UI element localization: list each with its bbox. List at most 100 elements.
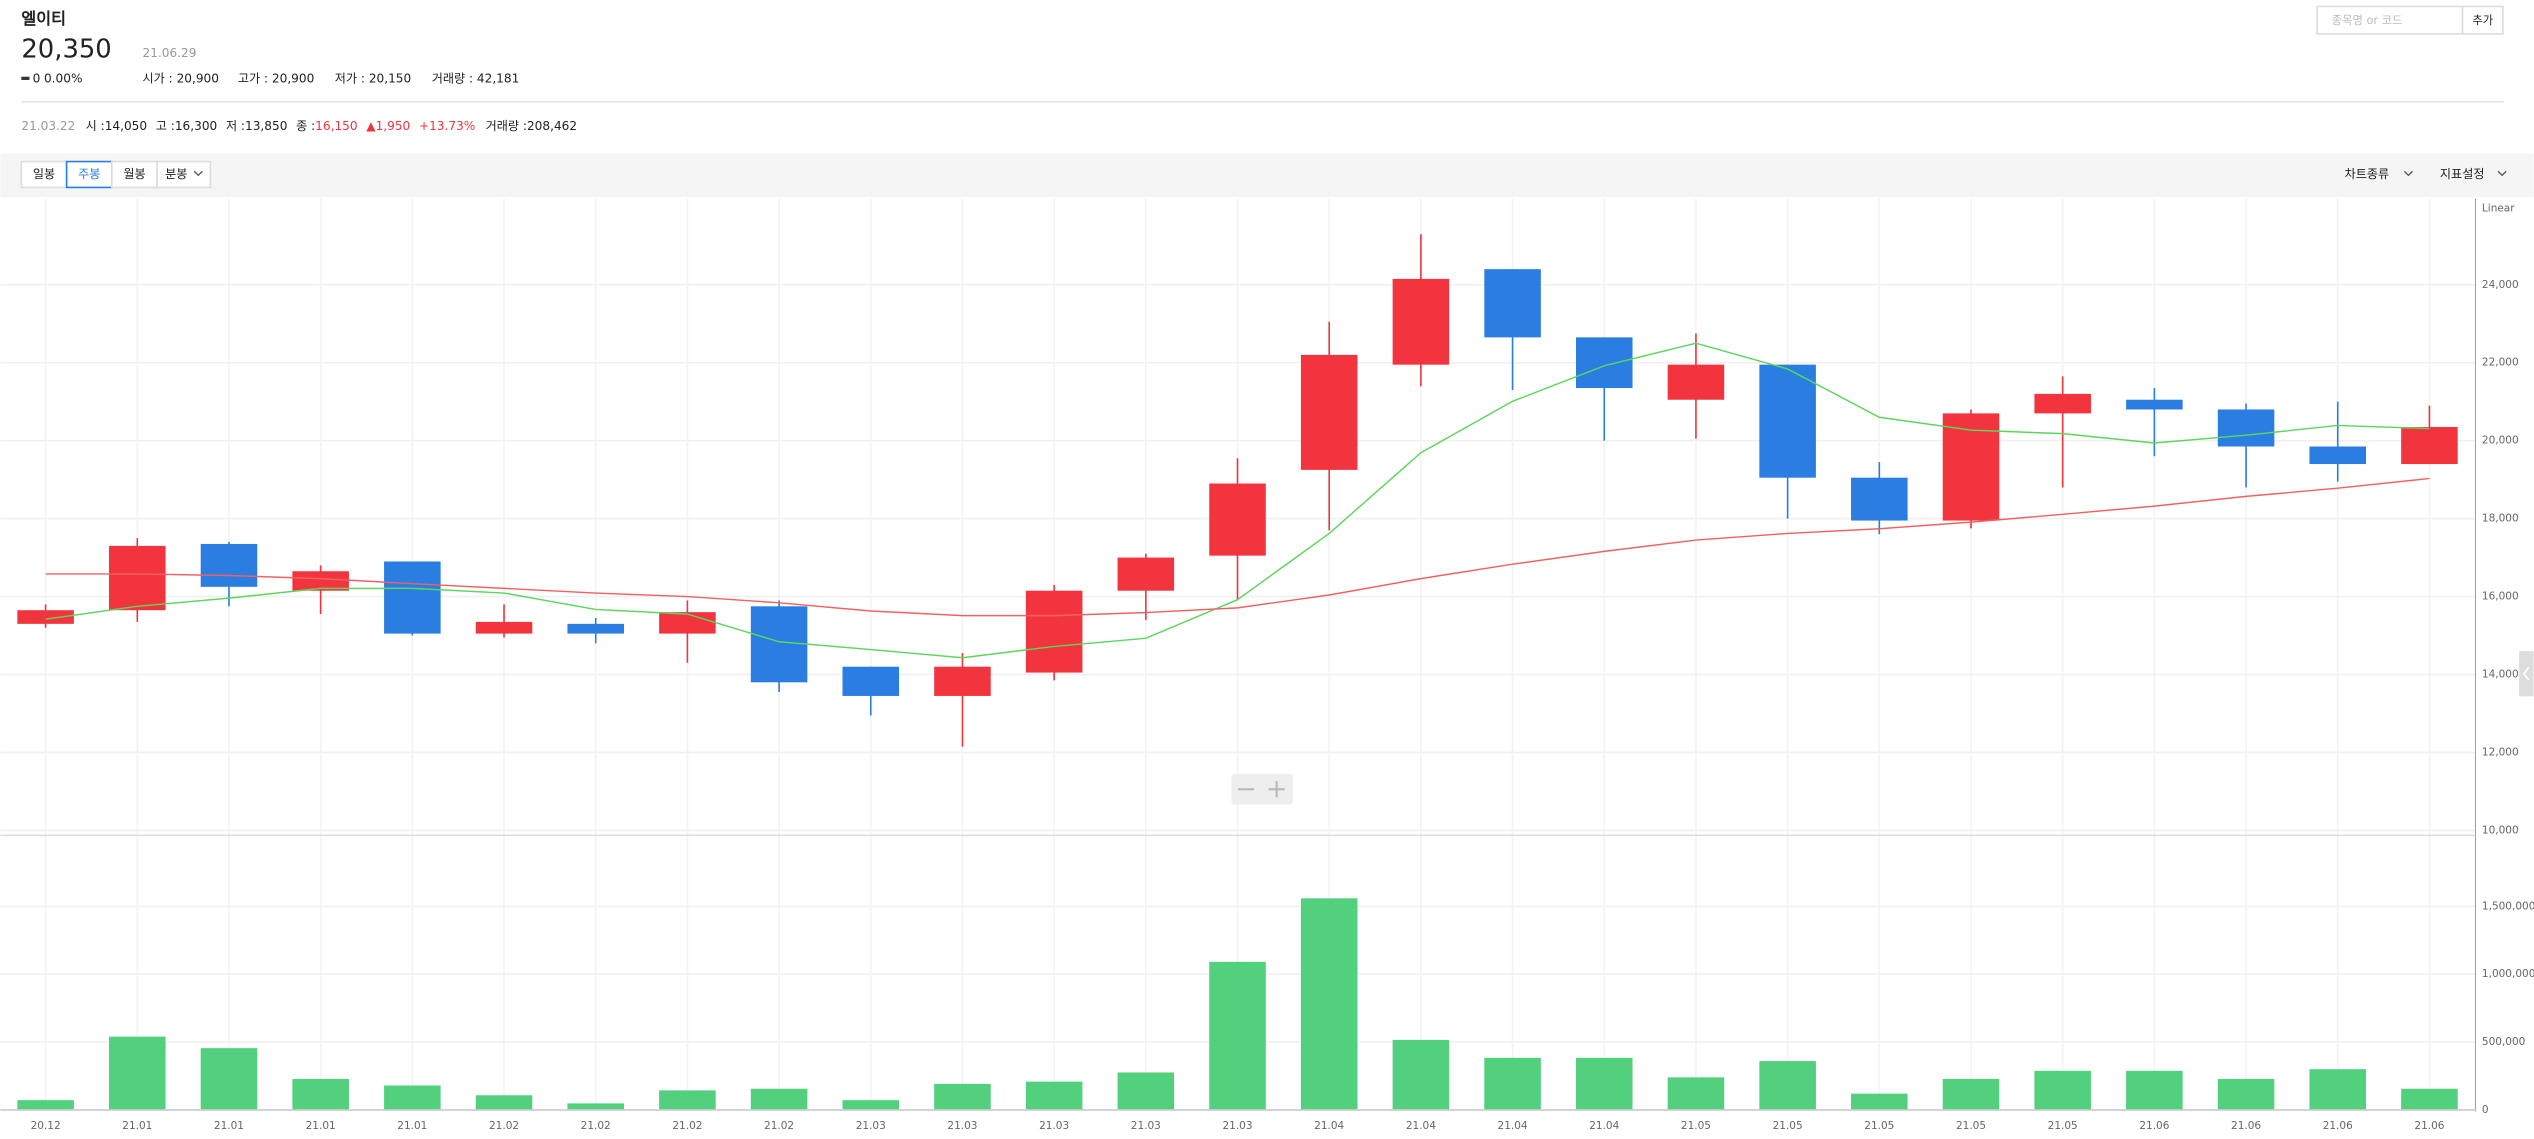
y-tick-label: 14,000	[2482, 669, 2519, 681]
tab[interactable]	[111, 160, 158, 189]
x-tick-label: 21.04	[1498, 1120, 1528, 1132]
candle-body	[109, 545, 166, 611]
side-toggle[interactable]	[2519, 651, 2534, 697]
candle-body	[475, 621, 533, 634]
menu[interactable]: 지표설정	[2440, 167, 2485, 181]
candle-body	[934, 666, 991, 696]
x-tick-label: 21.01	[122, 1120, 152, 1132]
flat-icon	[21, 76, 30, 80]
volume-bar	[2034, 1070, 2091, 1110]
y-tick-label: 24,000	[2482, 279, 2519, 291]
x-tick-label: 21.05	[1773, 1120, 1803, 1132]
add-button[interactable]	[2461, 5, 2504, 35]
add-label: 추가	[2472, 14, 2493, 27]
x-tick-label: 21.06	[2231, 1120, 2261, 1132]
candle-body	[1300, 354, 1358, 470]
x-tick-label: 21.02	[581, 1120, 611, 1132]
candle-body	[1209, 483, 1266, 556]
x-tick-label: 21.05	[1956, 1120, 1986, 1132]
y-tick-label: 500,000	[2482, 1036, 2525, 1048]
volume-bar	[567, 1103, 624, 1110]
candle-body	[292, 571, 349, 591]
y-tick-label: 1,000,000	[2482, 968, 2534, 980]
info-label: 고 :	[156, 119, 175, 133]
volume-bar	[384, 1085, 441, 1110]
x-tick-label: 20.12	[31, 1120, 61, 1132]
volume-bar	[1300, 898, 1358, 1110]
stat: 저가 : 20,150	[335, 72, 411, 86]
volume-bar	[1025, 1081, 1083, 1110]
candle-body	[1025, 590, 1083, 673]
volume-bar	[1759, 1061, 1816, 1110]
side-chevron	[2522, 666, 2530, 681]
info-value: 16,150	[315, 119, 357, 133]
y-tick-label: 0	[2482, 1104, 2489, 1116]
y-tick-label: 20,000	[2482, 435, 2519, 447]
change-pct: 0.00%	[44, 72, 82, 86]
x-tick-label: 21.03	[1131, 1120, 1161, 1132]
x-tick-label: 21.06	[2414, 1120, 2444, 1132]
menu[interactable]: 차트종류	[2345, 167, 2390, 181]
tab[interactable]	[156, 160, 212, 189]
x-tick-label: 21.05	[2048, 1120, 2078, 1132]
stat: 거래량 : 42,181	[432, 72, 520, 86]
info-label: 시 :	[86, 119, 105, 133]
search-placeholder: 종목명 or 코드	[2332, 14, 2403, 27]
candle-body	[567, 623, 624, 634]
y-tick-label: 12,000	[2482, 746, 2519, 758]
price: 20,350	[21, 35, 111, 65]
info-label: 종 :	[296, 119, 315, 133]
tab-label: 월봉	[123, 167, 145, 181]
candle-body	[2217, 409, 2275, 447]
volume-bar	[1851, 1093, 1908, 1110]
candle-body	[1484, 269, 1541, 338]
info-value: 208,462	[527, 119, 577, 133]
date: 21.06.29	[143, 46, 197, 60]
candle-body	[17, 610, 74, 624]
x-tick-label: 21.05	[1864, 1120, 1894, 1132]
candle-body	[1392, 278, 1450, 365]
plot: 10,000 12,000 14,000 16,000 18,000 20,000 22,0…	[0, 198, 2534, 1132]
header: 엘이티 20,350 21.06.29 0 0.00% 시가 : 20,900 …	[21, 9, 519, 86]
volume-bar	[17, 1100, 74, 1110]
x-tick-label: 21.03	[947, 1120, 977, 1132]
y-tick-label: 22,000	[2482, 357, 2519, 369]
stat: 시가 : 20,900	[143, 72, 219, 86]
info-value: 13,850	[245, 119, 287, 133]
volume-bar	[1575, 1057, 1633, 1110]
volume-bar	[200, 1048, 258, 1110]
y-tick-label: 1,500,000	[2482, 900, 2534, 912]
candle-body	[200, 543, 258, 587]
x-tick-label: 21.03	[1039, 1120, 1069, 1132]
chevron	[193, 170, 203, 177]
x-tick-label: 21.04	[1406, 1120, 1436, 1132]
x-tick-label: 21.04	[1314, 1120, 1344, 1132]
volume-bar	[2309, 1069, 2367, 1110]
volume-bar	[1209, 961, 1266, 1110]
candle-body	[2126, 399, 2183, 410]
volume-bar	[475, 1095, 533, 1110]
volume-bar	[1484, 1057, 1541, 1110]
info-value: 16,300	[175, 119, 217, 133]
candle-body	[842, 666, 900, 696]
volume-bar	[842, 1100, 900, 1110]
volume-bar	[2126, 1070, 2183, 1110]
volume-bar	[1117, 1072, 1175, 1110]
stat: 고가 : 20,900	[238, 72, 314, 86]
volume-bar	[2217, 1078, 2275, 1110]
candle-body	[659, 612, 716, 634]
search-input[interactable]	[2316, 5, 2464, 35]
x-tick-label: 21.03	[856, 1120, 886, 1132]
tabs: 일봉 주봉 월봉 분봉	[20, 160, 212, 189]
info-change-pct: +13.73%	[419, 119, 475, 133]
menus: 차트종류 지표설정	[2345, 167, 2507, 181]
candle-body	[2401, 427, 2458, 465]
y-tick-label: 16,000	[2482, 591, 2519, 603]
x-tick-label: 21.05	[1681, 1120, 1711, 1132]
tab[interactable]	[65, 160, 113, 189]
search: 종목명 or 코드 추가	[2316, 5, 2504, 35]
tab-label: 분봉	[165, 167, 187, 181]
x-tick-label: 21.02	[672, 1120, 702, 1132]
axis-scale-label: Linear	[2482, 202, 2515, 214]
volume-bar	[750, 1088, 808, 1110]
